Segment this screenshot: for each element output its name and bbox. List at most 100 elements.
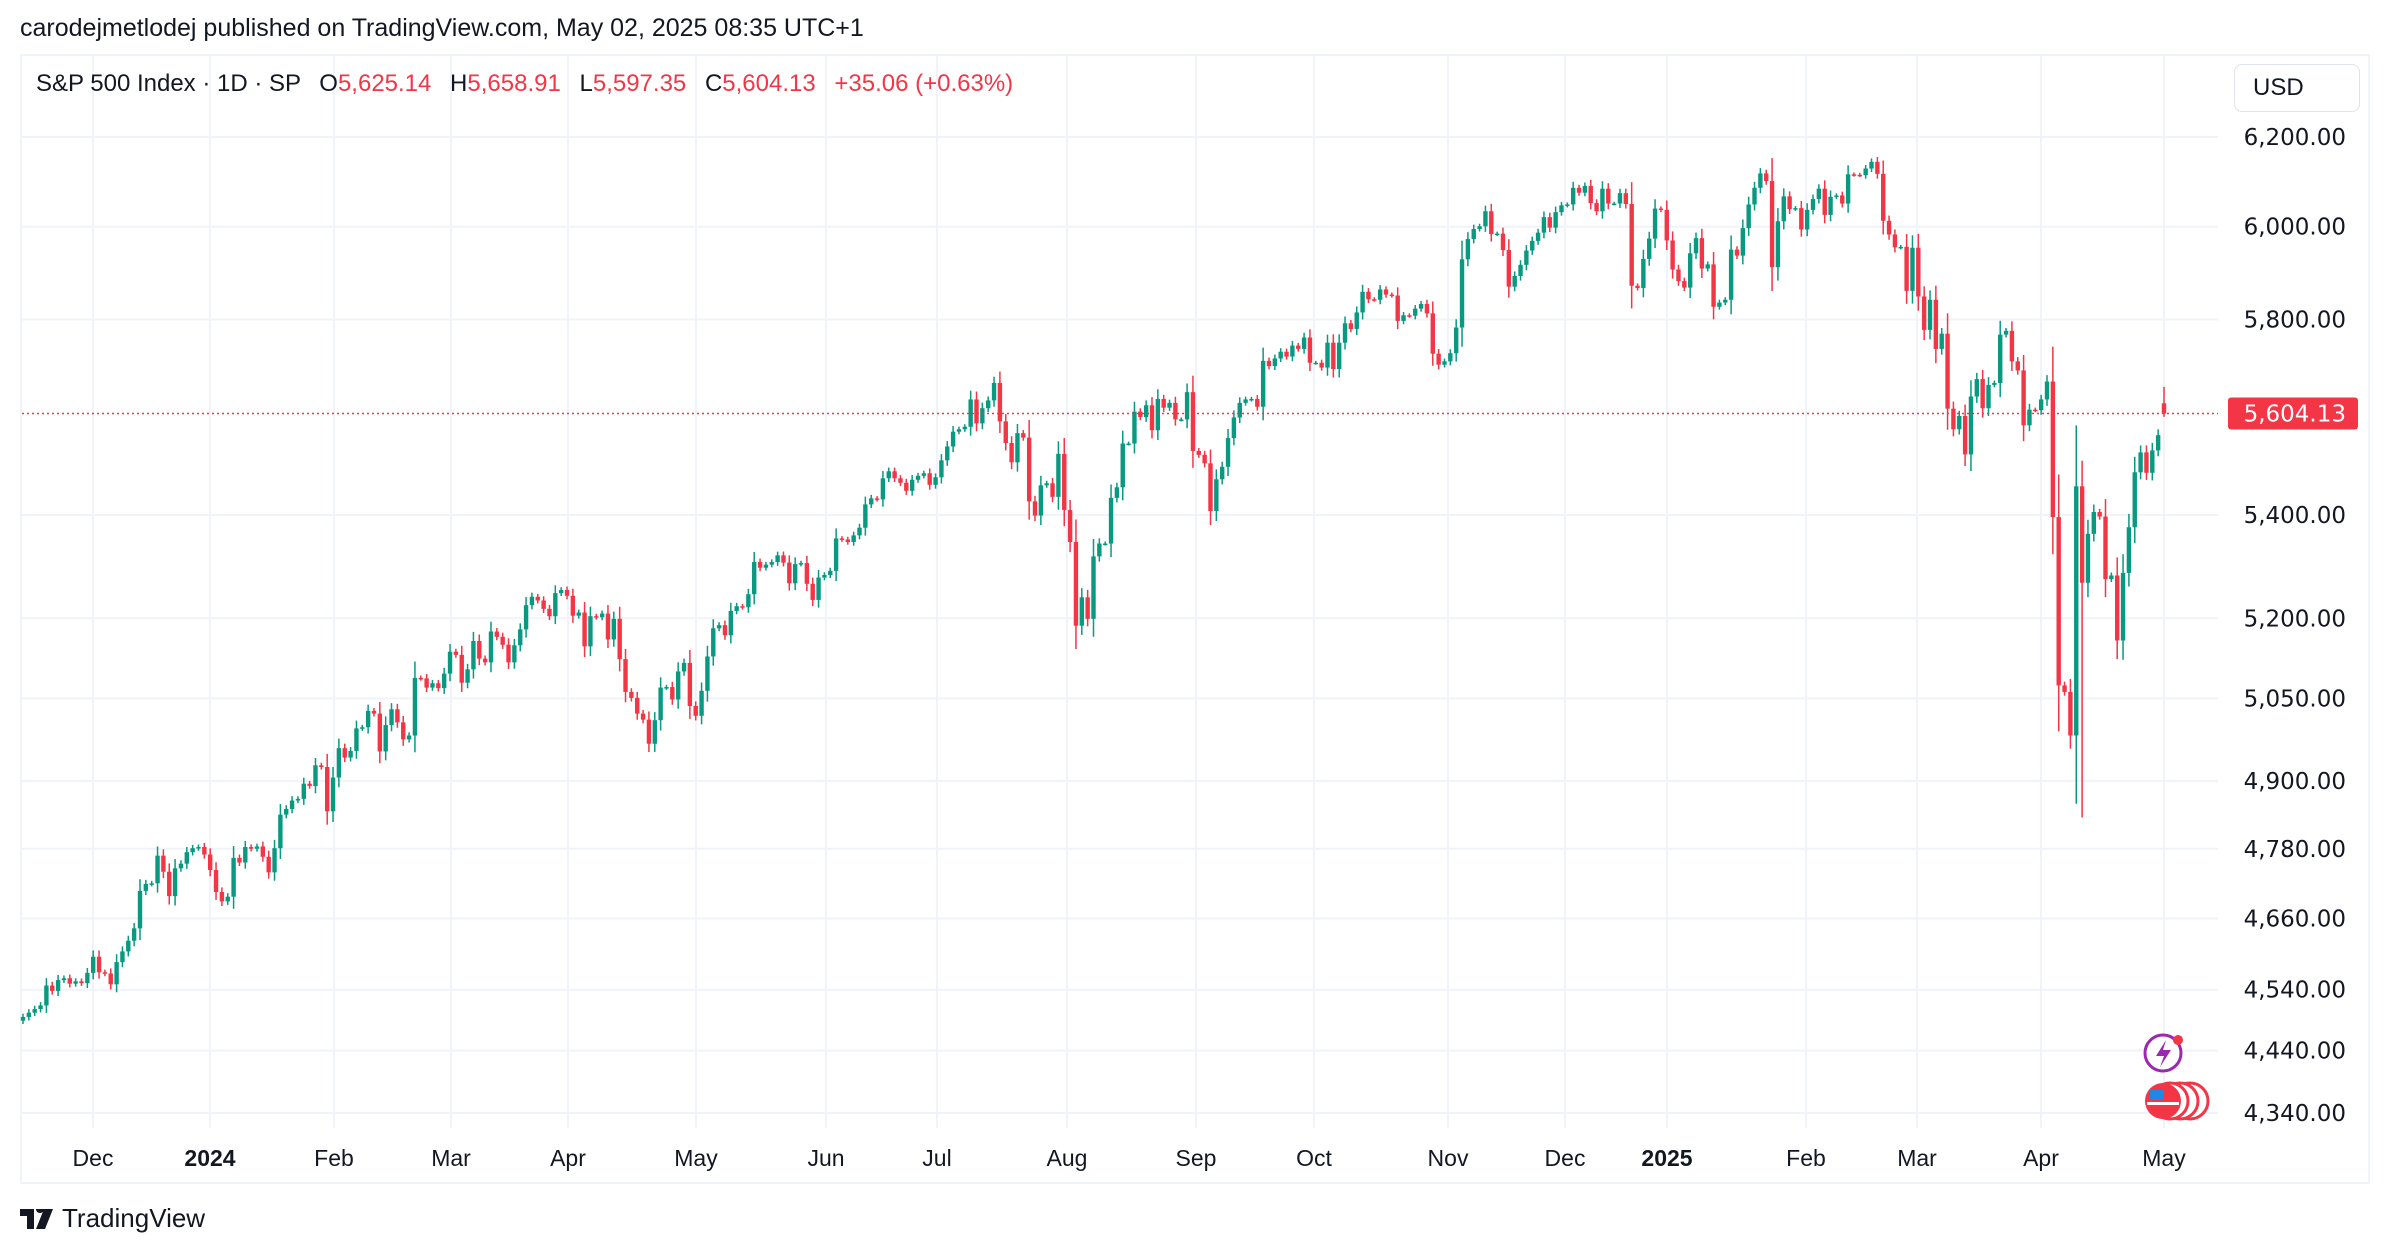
- candle-down: [2009, 330, 2015, 362]
- candle-up: [254, 846, 260, 849]
- candle-down: [1430, 313, 1435, 354]
- candle-down: [1085, 597, 1090, 619]
- candle-up: [1214, 479, 1219, 511]
- candle-down: [79, 981, 84, 984]
- candle-up: [1992, 382, 1997, 385]
- candle-down: [2015, 361, 2020, 371]
- us-flag-canton: [2150, 1090, 2164, 1100]
- candle-down: [167, 871, 172, 897]
- open-label: O: [319, 70, 338, 97]
- candle-down: [371, 710, 377, 714]
- candle-down: [1822, 188, 1827, 215]
- candle-up: [1044, 483, 1049, 486]
- candle-down: [787, 562, 792, 584]
- chart-frame: [20, 54, 2370, 1184]
- x-tick-label: Apr: [2023, 1145, 2059, 1171]
- candle-down: [535, 596, 540, 601]
- y-tick-label: 5,400.00: [2244, 503, 2346, 529]
- candle-down: [1331, 342, 1336, 370]
- candle-up: [1453, 327, 1459, 354]
- brand-name: TradingView: [62, 1203, 206, 1233]
- candle-down: [2068, 691, 2073, 736]
- candle-down: [1576, 187, 1582, 193]
- candle-up: [763, 564, 769, 568]
- candle-up: [1126, 443, 1131, 446]
- candle-down: [2161, 403, 2167, 414]
- candle-down: [2056, 517, 2061, 686]
- candle-up: [85, 972, 90, 984]
- candle-down: [1208, 463, 1213, 511]
- candle-up: [1108, 497, 1114, 544]
- candle-up: [523, 605, 529, 630]
- candle-down: [1892, 234, 1898, 248]
- candle-up: [2085, 533, 2091, 583]
- candle-up: [1301, 337, 1307, 349]
- candle-up: [1079, 597, 1085, 626]
- candle-down: [1594, 203, 1599, 212]
- candle-down: [1670, 240, 1675, 270]
- candle-up: [354, 728, 359, 751]
- candle-down: [874, 498, 880, 500]
- currency-button[interactable]: USD: [2234, 64, 2360, 112]
- candle-up: [1828, 196, 1833, 215]
- candle-down: [845, 539, 851, 543]
- candle-up: [1097, 543, 1102, 557]
- candle-down: [453, 651, 459, 655]
- candle-up: [1483, 211, 1488, 227]
- candle-down: [459, 654, 464, 683]
- x-tick-label: Apr: [550, 1145, 586, 1171]
- candle-up: [2150, 450, 2155, 473]
- candle-up: [55, 980, 61, 991]
- candle-up: [1342, 323, 1348, 343]
- candle-down: [1635, 285, 1640, 289]
- candle-down: [640, 713, 646, 720]
- candle-down: [997, 382, 1003, 422]
- candle-down: [1734, 249, 1740, 256]
- candle-up: [365, 710, 371, 728]
- y-tick-label: 4,540.00: [2244, 978, 2346, 1004]
- candle-up: [2138, 452, 2143, 473]
- candle-down: [810, 583, 815, 600]
- candle-down: [1173, 402, 1178, 420]
- candle-up: [348, 750, 353, 758]
- candle-up: [1998, 334, 2003, 383]
- candle-up: [1863, 168, 1868, 176]
- candle-up: [488, 631, 494, 663]
- candle-up: [2120, 572, 2126, 641]
- candle-up: [734, 606, 739, 611]
- candle-down: [1372, 299, 1377, 301]
- candle-up: [1290, 345, 1295, 357]
- candle-down: [1547, 217, 1552, 228]
- candle-up: [1360, 291, 1365, 313]
- candle-up: [1600, 188, 1605, 212]
- candle-down: [1266, 360, 1272, 367]
- candle-up: [1775, 221, 1781, 268]
- candle-down: [927, 473, 932, 485]
- candle-up: [1448, 353, 1453, 362]
- candle-down: [1921, 296, 1927, 330]
- candle-down: [1664, 209, 1669, 241]
- candle-up: [2109, 575, 2114, 580]
- tradingview-logo[interactable]: TradingView: [20, 1203, 205, 1234]
- candle-up: [886, 471, 891, 479]
- publisher-line: carodejmetlodej published on TradingView…: [20, 14, 864, 42]
- candle-up: [1752, 187, 1757, 205]
- symbol-name[interactable]: S&P 500 Index · 1D · SP: [36, 70, 301, 97]
- candle-up: [389, 709, 394, 726]
- candle-up: [61, 978, 67, 981]
- candle-up: [90, 956, 96, 973]
- candle-up: [1834, 195, 1839, 197]
- candle-up: [1184, 392, 1190, 420]
- candle-up: [1939, 333, 1944, 349]
- candle-up: [225, 896, 230, 902]
- candle-down: [2021, 370, 2026, 426]
- candle-up: [1570, 187, 1576, 205]
- candle-up: [2132, 472, 2137, 528]
- candle-down: [617, 618, 622, 660]
- candle-up: [1582, 185, 1588, 193]
- candle-up: [1102, 543, 1108, 546]
- candle-down: [307, 783, 312, 786]
- candle-up: [1167, 402, 1172, 408]
- x-tick-label: Mar: [1897, 1145, 1937, 1171]
